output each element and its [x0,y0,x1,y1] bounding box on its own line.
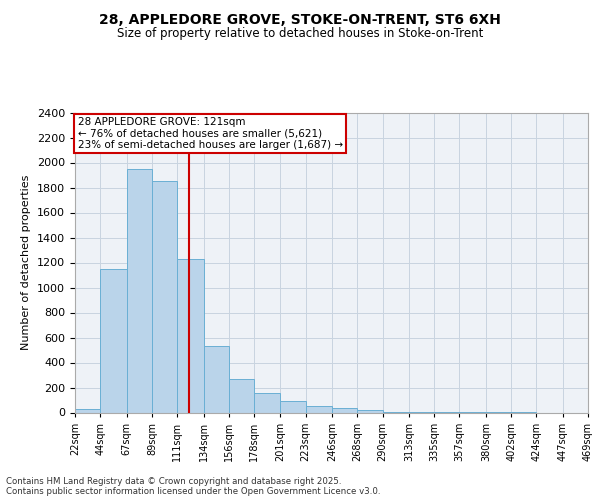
Text: Size of property relative to detached houses in Stoke-on-Trent: Size of property relative to detached ho… [117,28,483,40]
Bar [254,393,280,412]
Bar [229,379,254,412]
Bar [332,408,358,412]
Bar [305,406,332,412]
Bar [358,410,383,412]
Bar [152,181,177,412]
Bar [100,269,127,412]
Bar [177,259,203,412]
Bar [280,401,305,412]
Text: Contains public sector information licensed under the Open Government Licence v3: Contains public sector information licen… [6,487,380,496]
Text: 28 APPLEDORE GROVE: 121sqm
← 76% of detached houses are smaller (5,621)
23% of s: 28 APPLEDORE GROVE: 121sqm ← 76% of deta… [77,117,343,150]
Text: 28, APPLEDORE GROVE, STOKE-ON-TRENT, ST6 6XH: 28, APPLEDORE GROVE, STOKE-ON-TRENT, ST6… [99,12,501,26]
Bar [75,409,100,412]
Y-axis label: Number of detached properties: Number of detached properties [22,175,31,350]
Bar [203,346,229,412]
Bar [127,169,152,412]
Text: Contains HM Land Registry data © Crown copyright and database right 2025.: Contains HM Land Registry data © Crown c… [6,477,341,486]
